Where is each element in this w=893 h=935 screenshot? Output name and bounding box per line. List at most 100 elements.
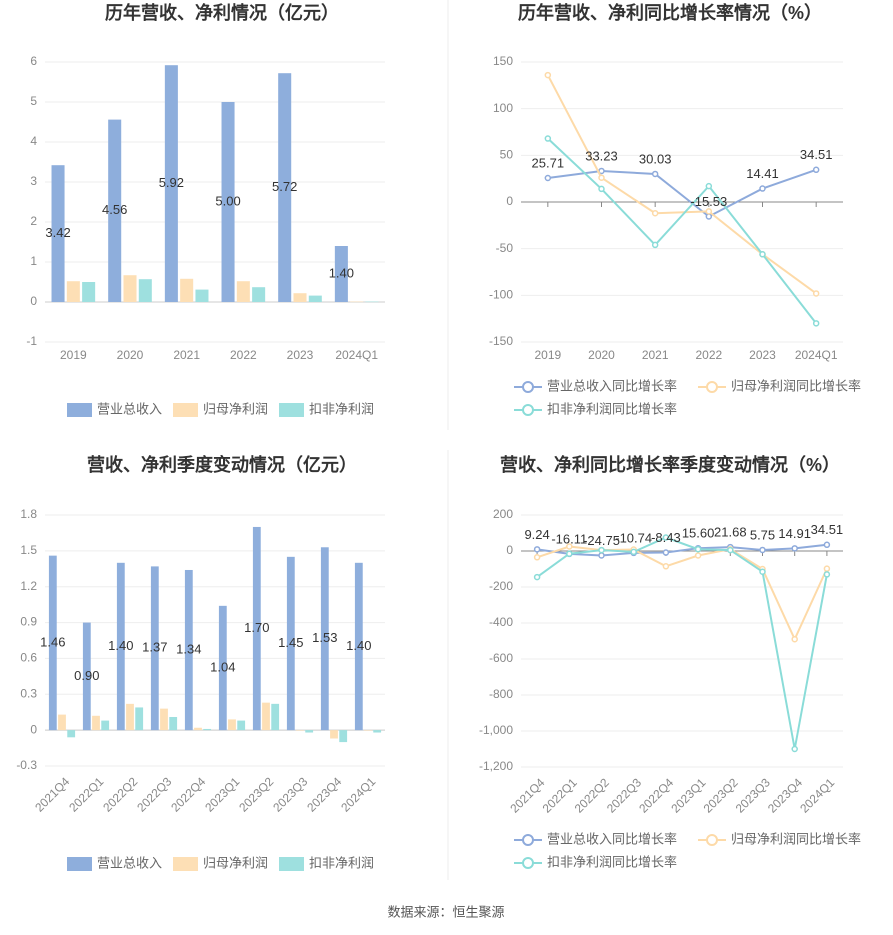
value-label: 1.37 xyxy=(142,640,167,655)
x-tick-label: 2022Q3 xyxy=(134,774,174,814)
bar xyxy=(252,287,266,302)
value-label: 1.40 xyxy=(329,265,354,280)
point xyxy=(651,209,659,217)
bar xyxy=(308,295,322,302)
bar xyxy=(108,119,122,302)
y-tick-label: 200 xyxy=(493,507,513,521)
y-tick-label: 0.6 xyxy=(20,651,37,665)
x-tick-label: 2022Q1 xyxy=(540,775,580,815)
x-tick-label: 2022 xyxy=(695,348,722,362)
value-label: 1.40 xyxy=(346,638,371,653)
value-label: 34.51 xyxy=(811,522,844,537)
x-tick-label: 2023Q3 xyxy=(270,774,310,814)
y-tick-label: 150 xyxy=(493,54,513,68)
y-tick-label: 1.8 xyxy=(20,507,37,521)
x-tick-label: 2021 xyxy=(173,348,200,362)
bar xyxy=(138,279,152,302)
source: 数据来源：恒生聚源 xyxy=(387,904,504,919)
bar xyxy=(305,730,314,733)
legend-marker xyxy=(522,404,534,416)
legend-swatch xyxy=(279,403,304,417)
bar xyxy=(330,730,338,739)
y-tick-label: -0.3 xyxy=(16,758,37,772)
legend-label: 归母净利润 xyxy=(203,855,268,870)
bar xyxy=(123,275,137,302)
value-label: 14.91 xyxy=(778,526,811,541)
point xyxy=(544,71,552,79)
point xyxy=(812,166,820,174)
point xyxy=(651,170,659,178)
legend-label: 营业总收入同比增长率 xyxy=(547,831,677,846)
legend-marker xyxy=(706,381,718,393)
line xyxy=(546,74,817,295)
bar xyxy=(334,246,348,302)
bar xyxy=(150,566,159,731)
x-tick-label: 2023Q4 xyxy=(304,774,344,814)
y-tick-label: -1,200 xyxy=(479,759,513,773)
bar xyxy=(126,703,134,731)
bar xyxy=(228,719,236,731)
bar xyxy=(194,727,202,731)
y-tick-label: -600 xyxy=(489,651,513,665)
legend-label: 扣非净利润 xyxy=(309,401,374,416)
y-tick-label: -150 xyxy=(489,334,513,348)
y-tick-label: 0 xyxy=(30,722,37,736)
y-tick-label: -1,000 xyxy=(479,723,513,737)
x-tick-label: 2022Q3 xyxy=(604,775,644,815)
x-tick-label: 2024Q1 xyxy=(338,774,378,814)
value-label: -8.43 xyxy=(651,530,681,545)
point xyxy=(791,545,798,552)
value-label: 1.70 xyxy=(244,620,269,635)
value-label: -15.53 xyxy=(690,194,727,209)
bar xyxy=(82,622,91,731)
point xyxy=(791,745,798,753)
y-tick-label: 5 xyxy=(30,94,37,108)
legend-swatch xyxy=(279,857,304,871)
y-tick-label: -50 xyxy=(496,241,514,255)
y-tick-label: 50 xyxy=(500,148,514,162)
x-tick-label: 2023Q3 xyxy=(733,775,773,815)
bar xyxy=(92,715,100,731)
value-label: 0.90 xyxy=(74,668,99,683)
bar xyxy=(236,281,250,302)
legend-swatch xyxy=(173,403,198,417)
bar xyxy=(82,282,96,302)
bar xyxy=(354,562,363,731)
bar xyxy=(364,730,372,731)
bar xyxy=(135,707,144,731)
legend-swatch xyxy=(67,857,92,871)
point xyxy=(662,549,670,556)
point xyxy=(533,546,541,553)
x-tick-label: 2024Q1 xyxy=(795,348,838,362)
bar xyxy=(218,605,227,731)
point xyxy=(694,545,702,553)
point xyxy=(823,541,831,549)
x-tick-label: 2024Q1 xyxy=(797,775,837,815)
x-tick-label: 2021 xyxy=(642,348,669,362)
value-label: 14.41 xyxy=(746,166,779,181)
y-tick-label: -400 xyxy=(489,615,513,629)
x-tick-label: 2019 xyxy=(60,348,87,362)
value-label: 1.34 xyxy=(176,641,201,656)
bar xyxy=(169,716,178,731)
point xyxy=(566,550,573,557)
point xyxy=(812,290,820,297)
bar xyxy=(237,720,246,731)
point xyxy=(705,182,713,190)
value-label: 5.72 xyxy=(272,179,297,194)
point xyxy=(533,554,541,561)
y-tick-label: 0.9 xyxy=(20,615,37,629)
bar xyxy=(221,102,235,302)
bar xyxy=(293,293,307,302)
bar xyxy=(48,555,57,731)
value-label: 1.45 xyxy=(278,635,303,650)
value-label: 5.00 xyxy=(215,193,240,208)
x-tick-label: 2023Q1 xyxy=(668,775,708,815)
chart-title: 历年营收、净利情况（亿元） xyxy=(105,2,339,23)
point xyxy=(651,241,659,249)
value-label: 4.56 xyxy=(102,202,127,217)
x-tick-label: 2023 xyxy=(287,348,314,362)
y-tick-label: 2 xyxy=(30,214,37,228)
x-tick-label: 2024Q1 xyxy=(335,348,378,362)
